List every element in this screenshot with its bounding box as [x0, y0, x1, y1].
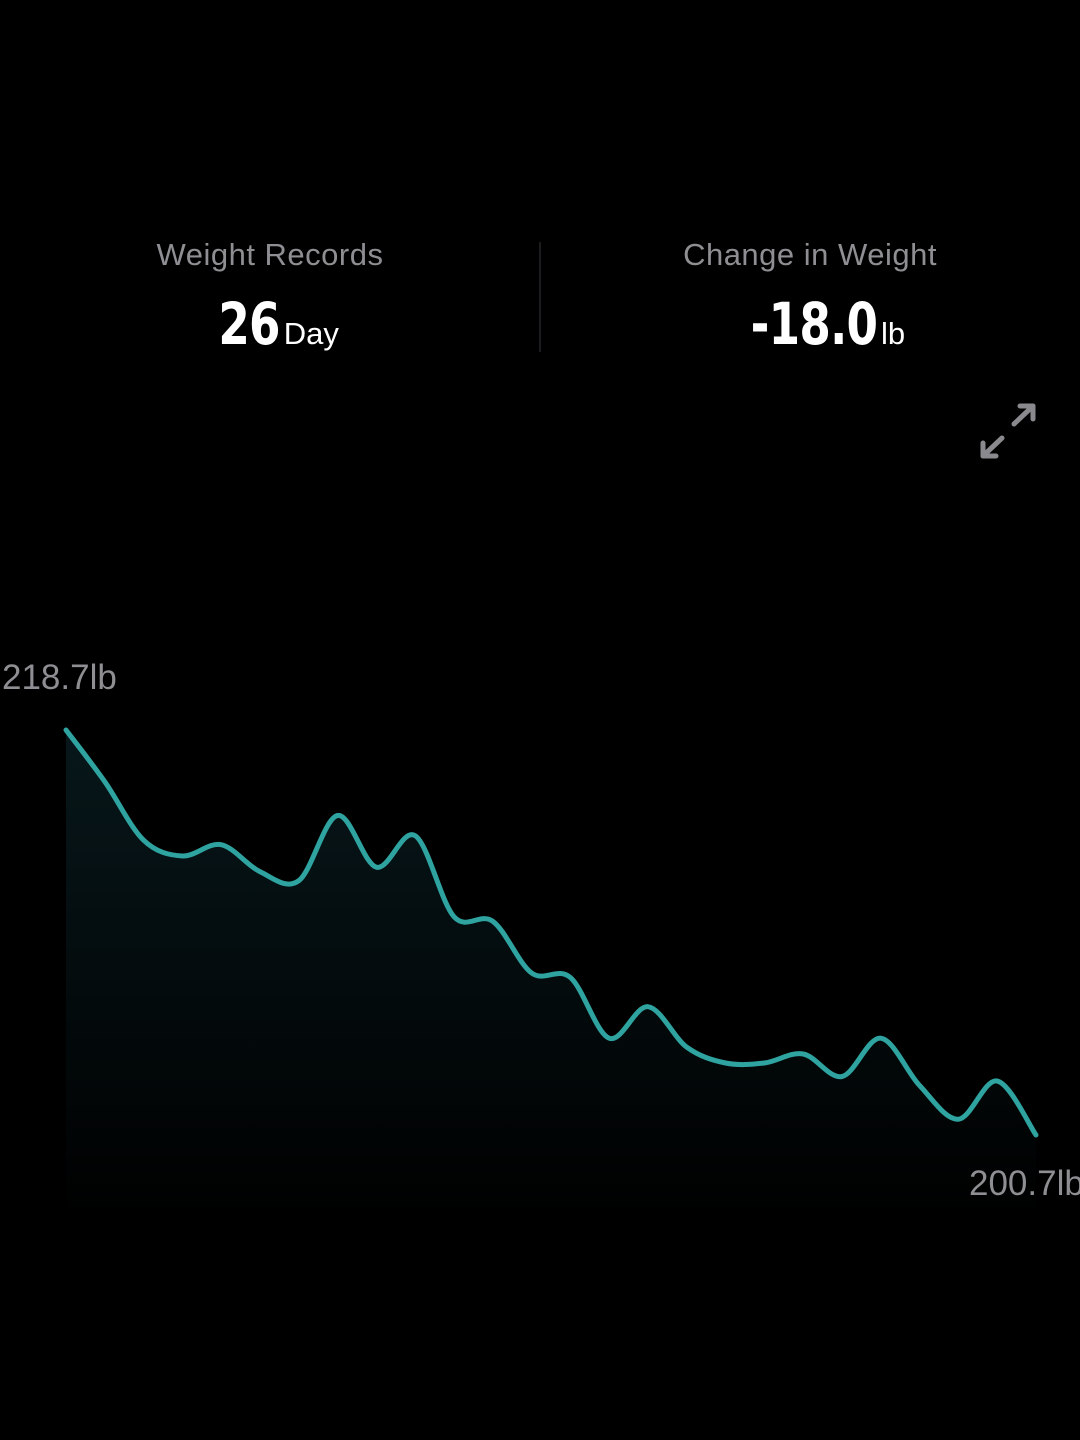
weight-point-2 [102, 779, 108, 785]
weight-point-17 [684, 1044, 690, 1050]
weight-records-value-row: 26 Day [0, 288, 540, 360]
weight-point-10 [412, 833, 418, 839]
weight-point-18 [723, 1060, 729, 1066]
weight-point-16 [645, 1004, 651, 1010]
weight-change-unit: lb [881, 316, 906, 351]
weight-records-stat: Weight Records 26 Day [0, 230, 540, 360]
weight-change-value: -18.0 [750, 290, 878, 358]
chart-min-label: 200.7lb [969, 1164, 1080, 1203]
weight-point-23 [917, 1083, 923, 1089]
stats-summary: Weight Records 26 Day Change in Weight -1… [0, 230, 1080, 360]
weight-point-24 [955, 1116, 961, 1122]
weight-point-8 [335, 813, 341, 819]
weight-change-value-row: -18.0 lb [540, 288, 1080, 360]
weight-point-12 [490, 918, 496, 924]
chart-max-label: 218.7lb [2, 658, 117, 697]
weight-records-unit: Day [283, 316, 339, 351]
weight-point-25 [994, 1078, 1000, 1084]
weight-point-4 [179, 853, 185, 859]
weight-point-19 [761, 1060, 767, 1066]
weight-point-11 [451, 914, 457, 920]
weight-point-5 [218, 842, 224, 848]
weight-trend-chart [0, 640, 1080, 1240]
expand-arrows-icon [980, 403, 1036, 459]
weight-point-9 [373, 864, 379, 870]
weight-point-7 [296, 878, 302, 884]
weight-point-13 [529, 970, 535, 976]
expand-chart-button[interactable] [976, 400, 1040, 462]
weight-records-value: 26 [218, 290, 280, 358]
weight-point-21 [839, 1074, 845, 1080]
weight-point-1 [63, 727, 69, 733]
weight-change-label: Change in Weight [683, 237, 937, 272]
weight-trend-svg [63, 727, 1039, 1220]
weight-point-6 [257, 869, 263, 875]
weight-point-22 [878, 1035, 884, 1041]
weight-records-label: Weight Records [156, 237, 384, 272]
weight-trend-line [63, 727, 1039, 1138]
weight-point-15 [606, 1035, 612, 1041]
weight-point-20 [800, 1051, 806, 1057]
weight-point-14 [567, 975, 573, 981]
weight-point-3 [141, 837, 147, 843]
weight-point-26 [1033, 1132, 1039, 1138]
weight-change-stat: Change in Weight -18.0 lb [540, 230, 1080, 360]
stats-divider [539, 242, 541, 352]
